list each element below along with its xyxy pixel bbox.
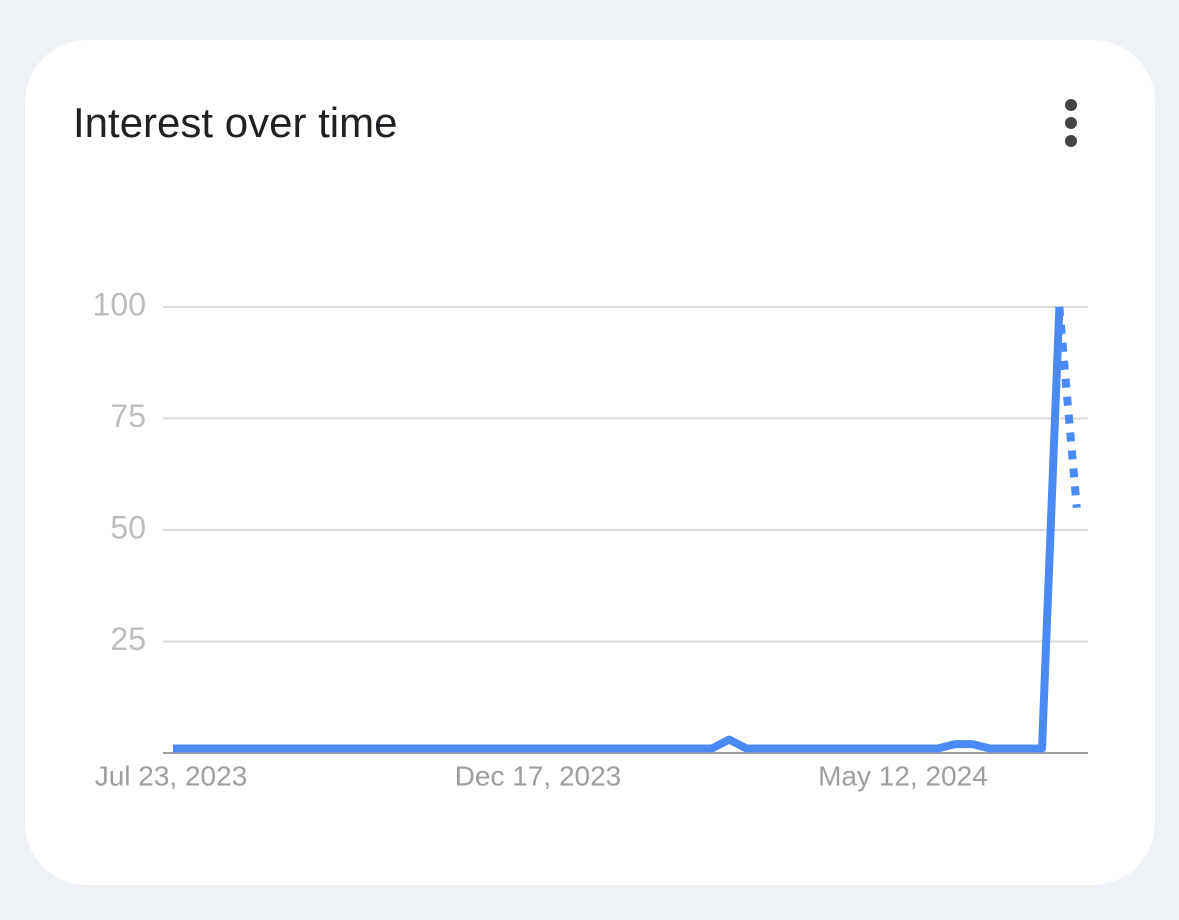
x-tick-label: Jul 23, 2023 bbox=[95, 760, 248, 791]
y-tick-label: 50 bbox=[110, 509, 146, 545]
chart-title: Interest over time bbox=[73, 99, 397, 146]
x-tick-label: Dec 17, 2023 bbox=[455, 760, 622, 791]
more-menu[interactable] bbox=[1065, 99, 1077, 147]
trend-line bbox=[1055, 306, 1081, 509]
card bbox=[25, 40, 1155, 885]
trend-line bbox=[173, 306, 1064, 753]
y-tick-label: 100 bbox=[93, 286, 146, 322]
y-tick-label: 75 bbox=[110, 398, 146, 434]
y-tick-label: 25 bbox=[110, 621, 146, 657]
x-tick-label: May 12, 2024 bbox=[818, 760, 988, 791]
